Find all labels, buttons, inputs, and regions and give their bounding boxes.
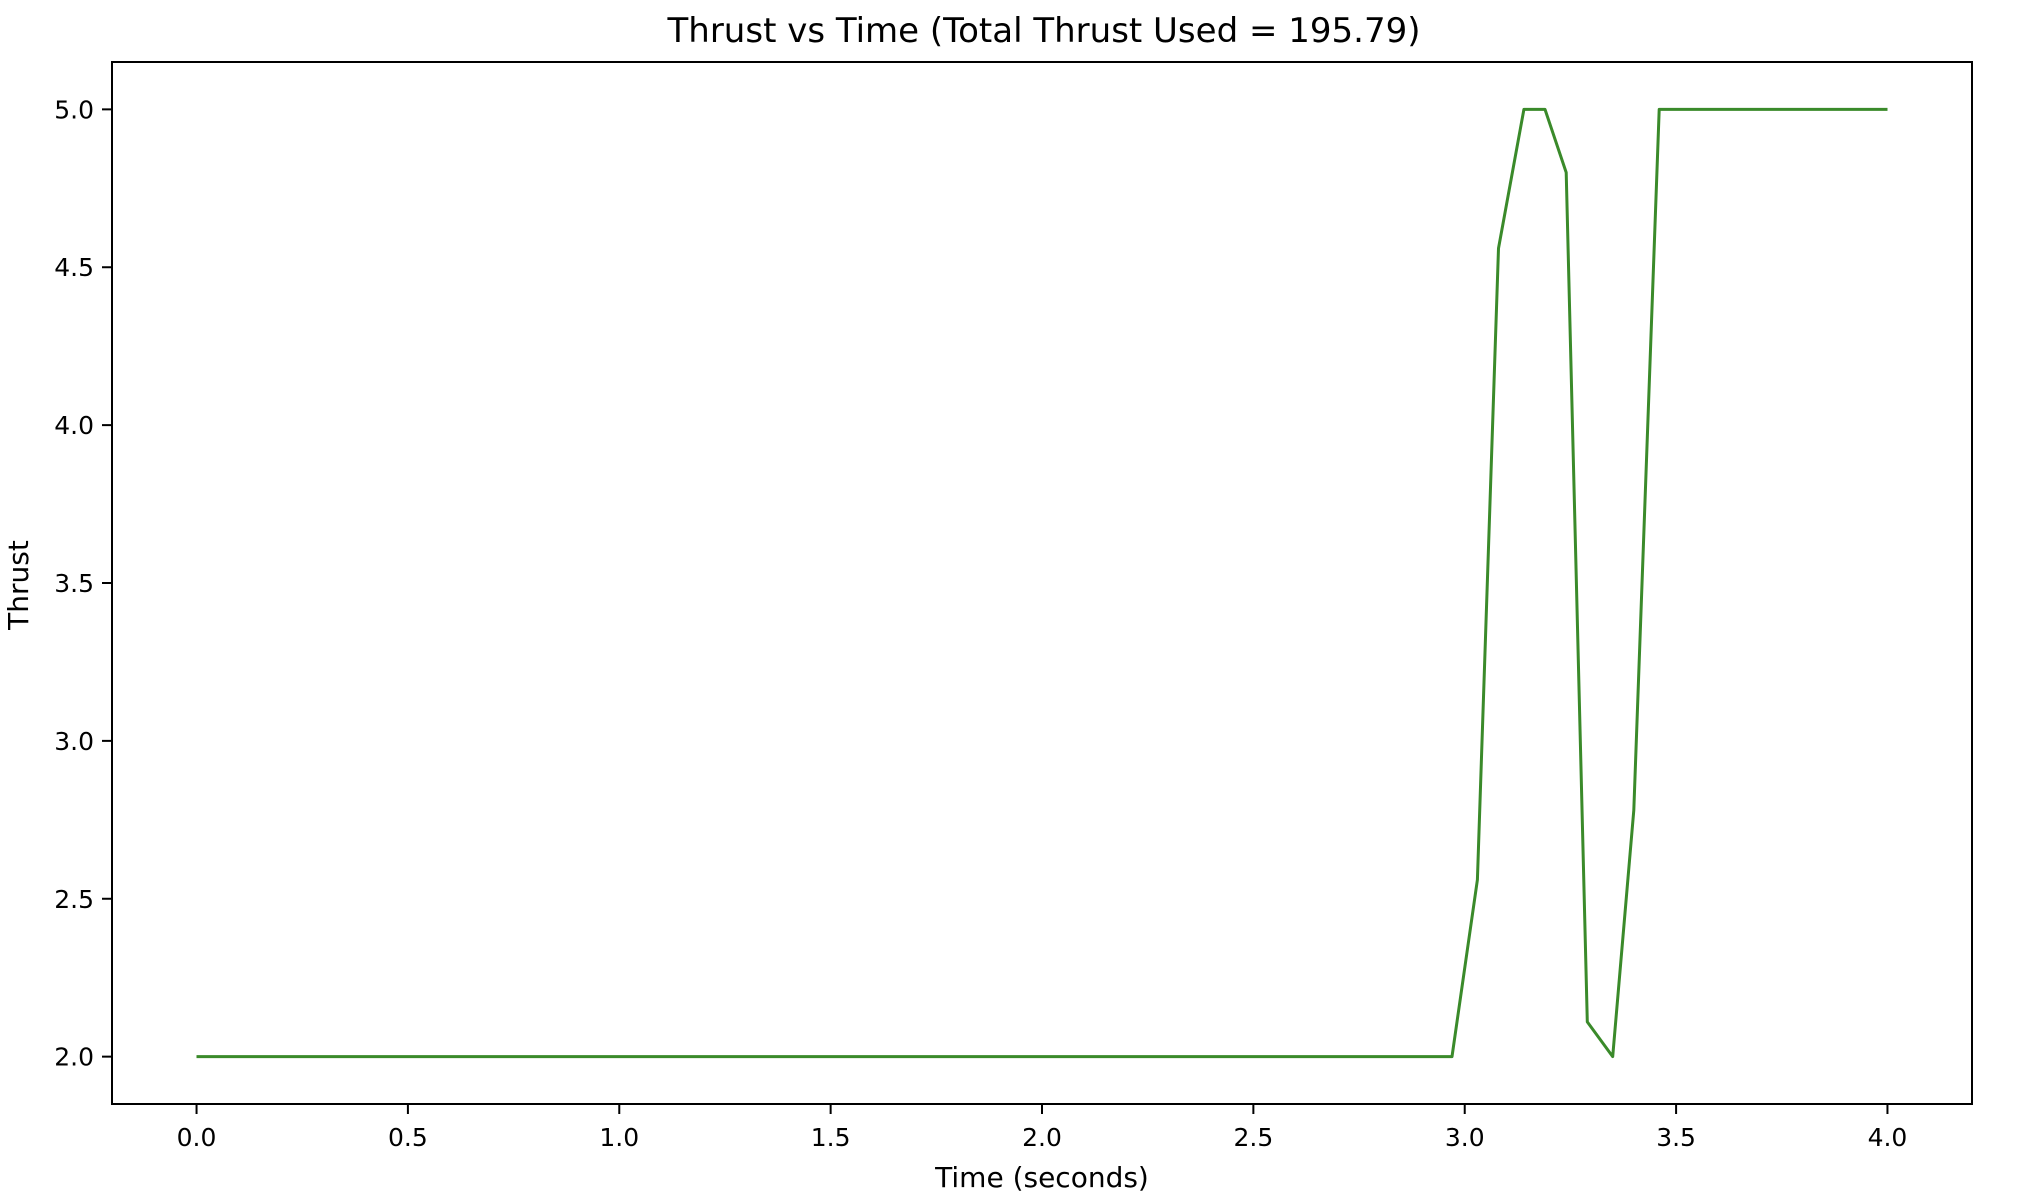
- x-tick-label: 1.5: [811, 1123, 851, 1152]
- x-tick-label: 0.0: [177, 1123, 217, 1152]
- x-tick-label: 1.0: [599, 1123, 639, 1152]
- x-axis-label: Time (seconds): [934, 1161, 1149, 1194]
- plot-area: [111, 61, 1973, 1105]
- y-tick-label: 4.0: [54, 411, 94, 440]
- y-axis-label: Thrust: [2, 540, 35, 631]
- y-tick-label: 5.0: [54, 95, 94, 124]
- y-ticks: 2.0 2.5 3.0 3.5 4.0 4.5 5.0: [54, 95, 112, 1072]
- x-tick-label: 3.0: [1445, 1123, 1485, 1152]
- chart-title: Thrust vs Time (Total Thrust Used = 195.…: [667, 11, 1421, 51]
- y-tick-label: 2.0: [54, 1043, 94, 1072]
- y-tick-label: 2.5: [54, 885, 94, 914]
- x-tick-label: 2.0: [1022, 1123, 1062, 1152]
- y-tick-label: 4.5: [54, 253, 94, 282]
- thrust-line: [196, 107, 1888, 1059]
- y-tick-label: 3.5: [54, 569, 94, 598]
- x-tick-label: 4.0: [1868, 1123, 1908, 1152]
- y-tick-label: 3.0: [54, 727, 94, 756]
- x-ticks: 0.0 0.5 1.0 1.5 2.0 2.5 3.0 3.5 4.0: [177, 1104, 1908, 1152]
- x-tick-label: 3.5: [1656, 1123, 1696, 1152]
- x-tick-label: 0.5: [388, 1123, 428, 1152]
- x-tick-label: 2.5: [1233, 1123, 1273, 1152]
